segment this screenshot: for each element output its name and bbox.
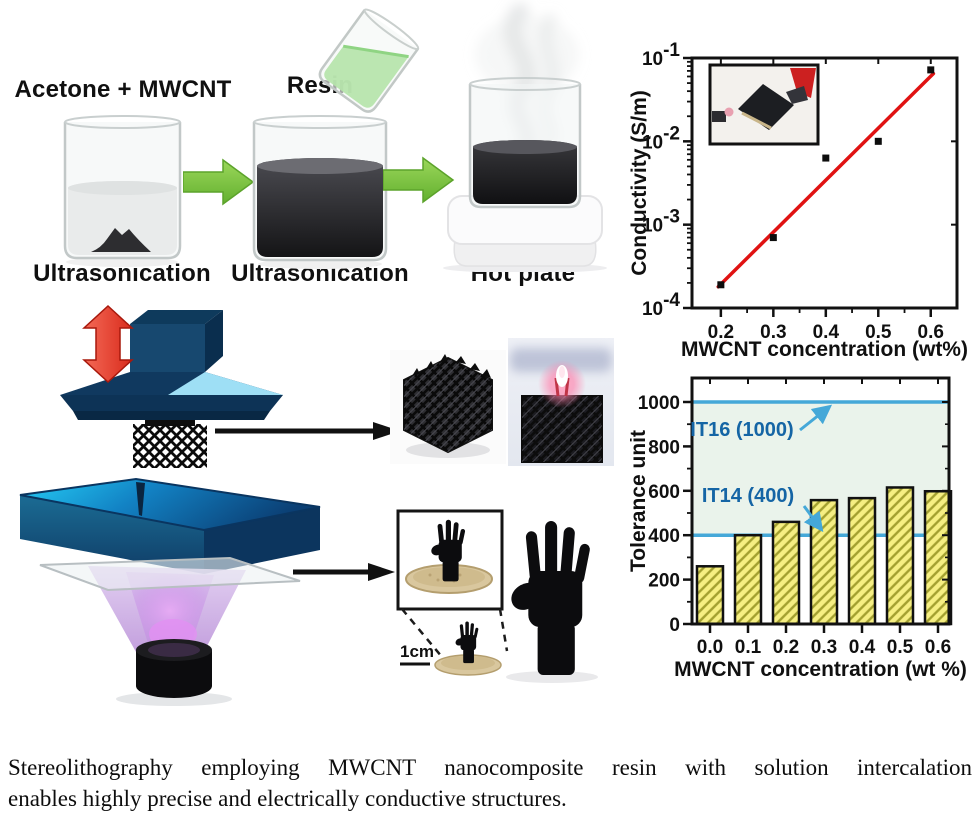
hot-plate-front xyxy=(453,239,597,267)
background-blur-band xyxy=(510,348,612,372)
scale-bar-label: 1cm xyxy=(400,642,434,661)
resin-pour-cup-illustration xyxy=(318,8,420,113)
beaker-shadow xyxy=(66,257,178,267)
printed-hands-illustration: 1cm xyxy=(396,509,598,683)
result-arrow-2-icon xyxy=(293,563,395,581)
svg-text:0.4: 0.4 xyxy=(849,637,876,658)
svg-text:10-4: 10-4 xyxy=(642,290,680,320)
svg-text:200: 200 xyxy=(648,571,680,592)
svg-text:10-1: 10-1 xyxy=(642,40,680,70)
sla-build-platform-illustration xyxy=(60,304,283,468)
mwcnt-dispersion-liquid xyxy=(257,158,383,257)
annotation-arrow xyxy=(799,404,833,432)
liquid-surface xyxy=(68,181,177,195)
svg-text:10-2: 10-2 xyxy=(642,123,680,153)
svg-text:800: 800 xyxy=(648,437,680,458)
data-point xyxy=(874,137,882,145)
svg-text:600: 600 xyxy=(648,482,680,503)
glass-plate xyxy=(39,556,301,592)
zoom-dash-right xyxy=(498,608,509,652)
liquid-surface xyxy=(257,158,383,174)
heated-resin-liquid xyxy=(473,140,577,204)
acetone-liquid xyxy=(68,181,177,255)
x-axis-label: MWCNT concentration (wt%) xyxy=(681,338,968,361)
annotation-arrow xyxy=(802,505,824,533)
svg-text:0.1: 0.1 xyxy=(735,637,762,658)
zoom-dash-left xyxy=(401,608,443,658)
y-axis-label: Conductivity (S/m) xyxy=(630,90,651,276)
data-point xyxy=(717,281,725,289)
result-arrow-1-icon xyxy=(215,422,400,440)
beaker-dispersion-illustration xyxy=(252,115,388,269)
build-head-top xyxy=(130,310,223,324)
lattice-cube-photo xyxy=(390,350,506,464)
svg-text:0.6: 0.6 xyxy=(925,637,951,658)
fit-line xyxy=(716,71,936,289)
svg-text:0.2: 0.2 xyxy=(708,322,734,343)
up-down-arrow-icon xyxy=(82,304,134,384)
led-leads xyxy=(554,377,570,397)
caption-line-2: enables highly precise and electrically … xyxy=(8,786,567,811)
bar-0.2 xyxy=(771,520,801,626)
caption-line-1: Stereolithography employing MWCNT nanoco… xyxy=(8,755,972,780)
build-head-front xyxy=(130,324,205,372)
svg-text:0.2: 0.2 xyxy=(773,637,799,658)
beaker-rim xyxy=(64,115,181,129)
platform-plate xyxy=(60,395,283,411)
tolerance-chart: 0 200 400 600 800 1000 0.0 0.1 0.2 0.3 0.4 0.5 0.6 IT… xyxy=(630,376,967,681)
label-acetone-mwcnt: Acetone + MWCNT xyxy=(14,76,232,103)
sla-vat-projector-illustration xyxy=(19,477,321,706)
svg-text:0: 0 xyxy=(669,615,680,636)
vat-front-face xyxy=(20,495,204,574)
x-axis-label: MWCNT concentration (wt %) xyxy=(674,658,967,681)
vat-top-face xyxy=(19,477,321,532)
annotation-it16: IT16 (1000) xyxy=(690,419,793,441)
data-point xyxy=(822,154,830,162)
projector-body xyxy=(136,650,212,698)
data-point xyxy=(769,234,777,242)
figure-caption: Stereolithography employing MWCNT nanoco… xyxy=(8,752,972,814)
svg-text:0.3: 0.3 xyxy=(811,637,837,658)
bar-0.1 xyxy=(733,533,763,626)
vat-side-face xyxy=(204,507,320,574)
vat-drip-cone xyxy=(136,482,145,516)
cube-edge-spikes xyxy=(412,354,491,378)
svg-text:400: 400 xyxy=(648,526,680,547)
bar-0.5 xyxy=(885,486,915,626)
mwcnt-powder-pile xyxy=(91,228,151,252)
build-head-side xyxy=(205,310,223,372)
bar-0.0 xyxy=(695,565,725,626)
y-axis-label: Tolerance unit xyxy=(630,430,650,572)
black-glove xyxy=(511,521,591,675)
svg-text:0.6: 0.6 xyxy=(918,322,944,343)
svg-text:0.5: 0.5 xyxy=(865,322,892,343)
platform-flare-highlight xyxy=(168,372,283,395)
printed-lattice-hanging xyxy=(133,424,207,468)
process-arrow-2-icon xyxy=(383,156,455,204)
svg-text:0.0: 0.0 xyxy=(697,637,723,658)
platform-edge xyxy=(73,411,270,420)
data-point xyxy=(927,66,935,74)
sample-photo-inset xyxy=(708,63,820,146)
svg-text:0.4: 0.4 xyxy=(813,322,840,343)
hot-plate-illustration xyxy=(443,3,607,272)
led-on-lattice-photo xyxy=(508,338,614,466)
beaker-acetone-mwcnt-illustration xyxy=(63,115,182,267)
svg-text:0.3: 0.3 xyxy=(760,322,786,343)
resin-liquid xyxy=(324,46,409,108)
svg-text:1000: 1000 xyxy=(638,393,680,414)
bar-0.4 xyxy=(847,496,877,626)
annotation-it14: IT14 (400) xyxy=(702,485,794,507)
process-arrow-1-icon xyxy=(183,158,255,206)
svg-text:0.5: 0.5 xyxy=(887,637,914,658)
